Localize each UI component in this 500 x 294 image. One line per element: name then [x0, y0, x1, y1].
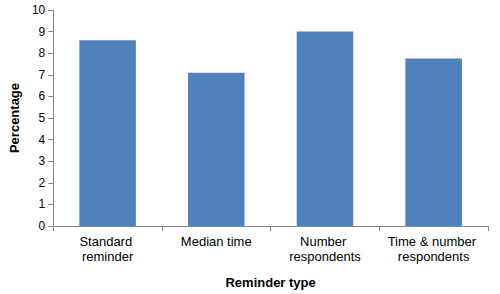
- svg-text:respondents: respondents: [398, 249, 470, 264]
- svg-text:9: 9: [39, 25, 46, 39]
- svg-text:4: 4: [39, 133, 46, 147]
- svg-text:Reminder type: Reminder type: [225, 275, 315, 290]
- svg-text:1: 1: [39, 197, 46, 211]
- svg-text:Median time: Median time: [181, 234, 252, 249]
- svg-text:Time & number: Time & number: [388, 234, 480, 249]
- svg-text:Percentage: Percentage: [7, 83, 22, 153]
- svg-text:reminder: reminder: [82, 249, 134, 264]
- svg-text:0: 0: [39, 219, 46, 233]
- svg-text:Standard: Standard: [79, 234, 135, 249]
- svg-text:8: 8: [39, 46, 46, 60]
- svg-text:5: 5: [39, 111, 46, 125]
- svg-text:10: 10: [32, 3, 46, 17]
- svg-text:6: 6: [39, 89, 46, 103]
- svg-text:3: 3: [39, 154, 46, 168]
- svg-text:Number: Number: [300, 234, 350, 249]
- svg-text:7: 7: [39, 68, 46, 82]
- svg-text:respondents: respondents: [289, 249, 361, 264]
- svg-text:2: 2: [39, 176, 46, 190]
